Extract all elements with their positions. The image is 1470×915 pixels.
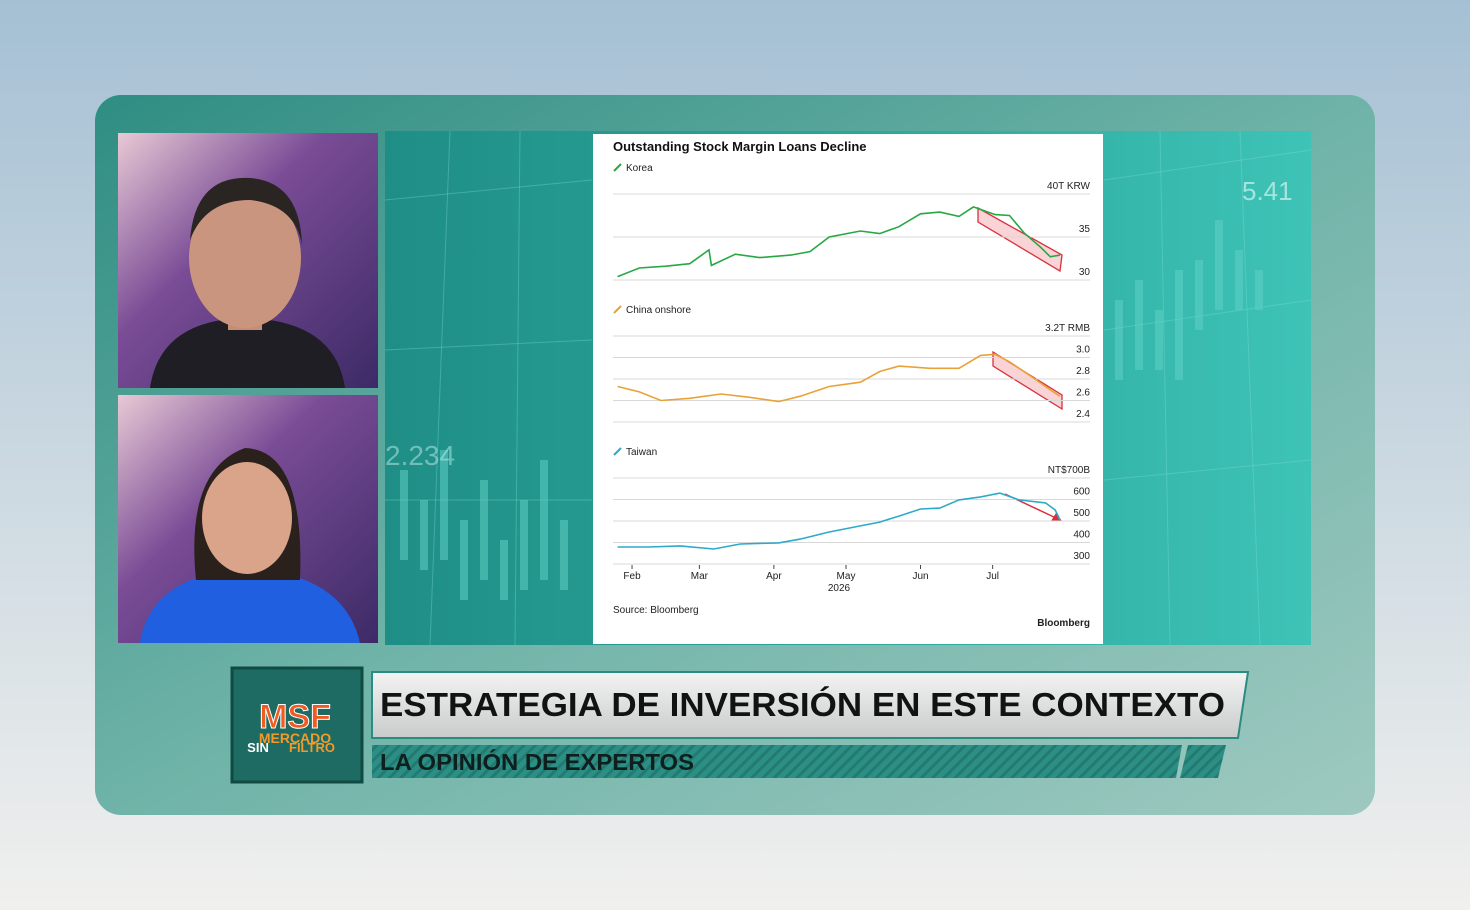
legend-label: China onshore — [626, 305, 691, 316]
y-tick-label: 30 — [1079, 267, 1091, 278]
headline: ESTRATEGIA DE INVERSIÓN EN ESTE CONTEXTO — [380, 686, 1225, 723]
headline-bar — [371, 671, 1250, 739]
source-note: Source: Bloomberg — [613, 605, 699, 616]
video-panel — [118, 395, 378, 643]
subheadline-bar — [372, 745, 1182, 778]
y-tick-label: 2.4 — [1076, 409, 1090, 420]
y-tick-label: 2.8 — [1076, 366, 1090, 377]
decor-label: 2.234 — [385, 440, 455, 471]
brand: Bloomberg — [1037, 618, 1090, 629]
series-line — [617, 353, 1061, 403]
legend-label: Korea — [626, 163, 653, 174]
chart-title: Outstanding Stock Margin Loans Decline — [613, 139, 867, 154]
y-tick-label: NT$700B — [1048, 465, 1091, 476]
chart-card — [593, 134, 1103, 644]
x-tick-label: May — [837, 571, 856, 582]
y-tick-label: 3.2T RMB — [1045, 323, 1090, 334]
x-tick-label: Apr — [766, 571, 782, 582]
y-tick-label: 600 — [1073, 487, 1090, 498]
decor-candles — [400, 220, 1263, 600]
legend-label: Taiwan — [626, 447, 657, 458]
y-tick-label: 400 — [1073, 530, 1090, 541]
x-tick-label: Jul — [986, 571, 999, 582]
legend-swatch — [613, 163, 622, 172]
legend-swatch — [613, 305, 622, 314]
x-tick-label: Jun — [912, 571, 928, 582]
legend-swatch — [613, 447, 622, 456]
logo-main: MSF — [259, 698, 331, 736]
logo-line: SIN — [247, 740, 269, 755]
logo-line: FILTRO — [289, 740, 335, 755]
series-line — [617, 206, 1061, 278]
video-panel — [118, 133, 378, 388]
trend-band — [992, 350, 1063, 411]
x-axis-label: 2026 — [828, 583, 851, 594]
y-tick-label: 2.6 — [1076, 388, 1090, 399]
y-tick-label: 500 — [1073, 508, 1090, 519]
x-tick-label: Mar — [691, 571, 709, 582]
y-tick-label: 40T KRW — [1047, 181, 1091, 192]
trend-band — [977, 206, 1063, 273]
subheadline: LA OPINIÓN DE EXPERTOS — [380, 748, 694, 775]
logo-box — [230, 666, 364, 784]
y-tick-label: 300 — [1073, 551, 1090, 562]
subheadline-bar-end — [1180, 745, 1226, 778]
charts: 40T KRW 35 30 Korea 3.2T RMB 3.0 2.8 2.6 2.4 Chin… — [613, 163, 1091, 594]
x-tick-label: Feb — [623, 571, 641, 582]
decor-label: 5.41 — [1242, 176, 1293, 206]
y-tick-label: 35 — [1079, 224, 1091, 235]
logo-line: MERCADO — [259, 730, 331, 746]
y-tick-label: 3.0 — [1076, 345, 1090, 356]
series-line — [617, 492, 1061, 550]
